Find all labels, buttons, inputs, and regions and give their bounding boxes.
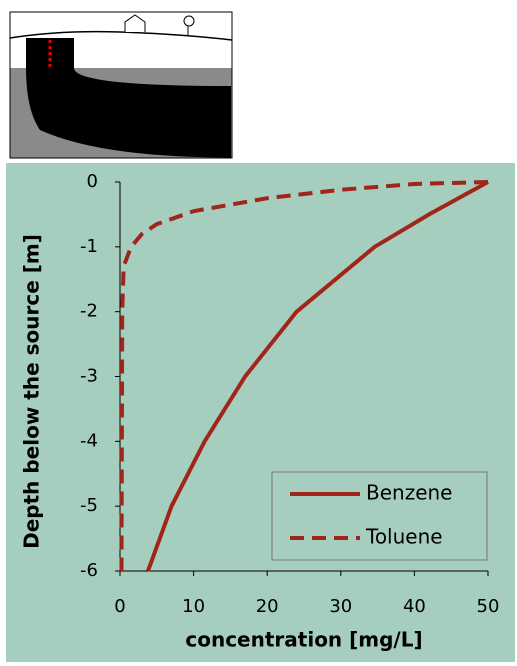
y-tick-label: -3 (80, 366, 98, 387)
legend: Benzene Toluene (271, 471, 488, 561)
y-tick-label: -1 (80, 236, 98, 257)
y-tick-label: -2 (80, 301, 98, 322)
x-tick-label: 50 (477, 596, 500, 617)
line (146, 180, 489, 572)
chart-background (6, 163, 515, 662)
y-axis-label: Depth below the source [m] (20, 234, 44, 549)
legend-box (271, 471, 488, 561)
y-tick-label: -5 (80, 495, 98, 516)
legend-label: Toluene (365, 525, 443, 549)
x-tick-label: 10 (182, 596, 205, 617)
line (119, 180, 489, 572)
x-tick-label: 20 (256, 596, 279, 617)
x-axis-label: concentration [mg/L] (185, 628, 422, 652)
y-tick-label: -4 (80, 430, 98, 451)
y-tick-label: -6 (80, 560, 98, 581)
chart: 0 -1 -2 -3 -4 -5 -6 0 10 20 30 40 50 concentration [m… (20, 171, 500, 652)
legend-label: Benzene (366, 481, 452, 505)
x-tick-label: 0 (114, 596, 125, 617)
illustration (9, 11, 233, 159)
y-tick-label: 0 (87, 171, 98, 192)
x-tick-label: 40 (403, 596, 426, 617)
x-tick-label: 30 (329, 596, 352, 617)
